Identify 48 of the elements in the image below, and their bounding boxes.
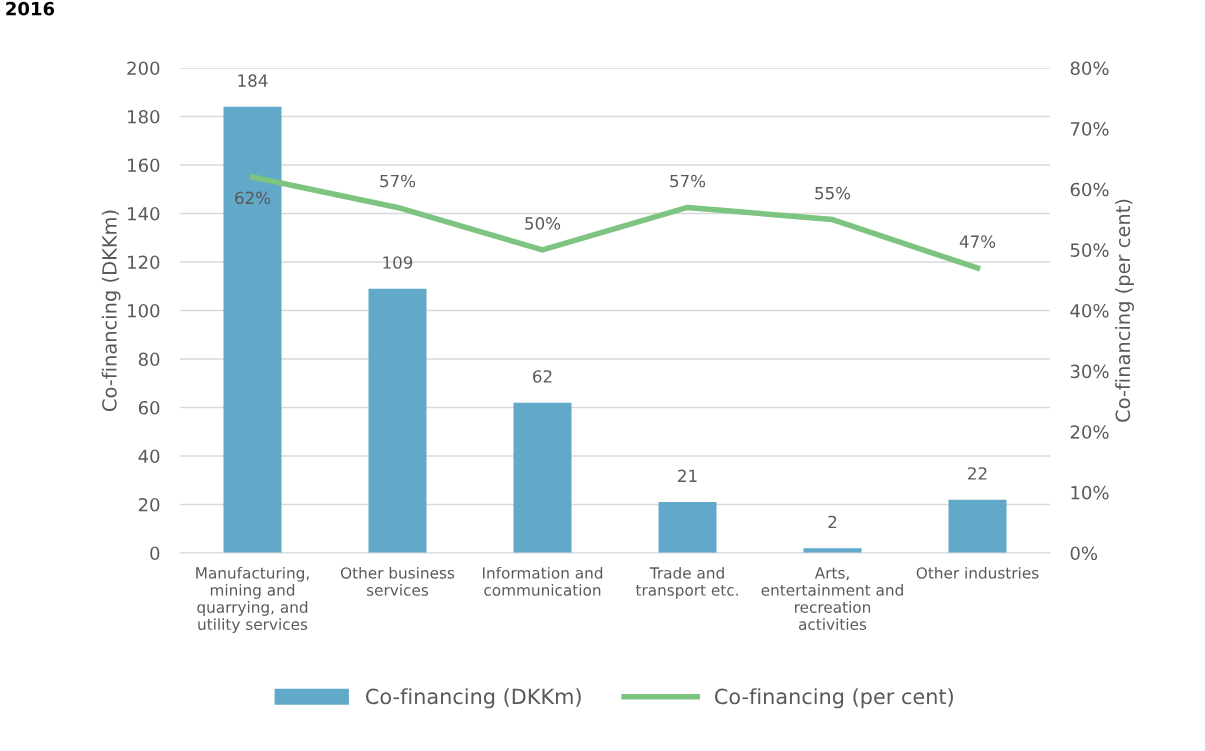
- data-label: 184: [238, 74, 268, 87]
- data-label: 2: [828, 515, 837, 529]
- y-tick-label: 200: [127, 61, 160, 76]
- y2-tick-label: 40%: [1070, 303, 1109, 318]
- data-label: 62%: [235, 191, 271, 205]
- data-label: 109: [383, 256, 413, 269]
- y-tick-label: 140: [128, 206, 160, 221]
- y2-axis-title: Co-financing (per cent): [1115, 199, 1134, 422]
- y-tick-label: 100: [128, 303, 160, 318]
- data-label: 47%: [959, 235, 996, 248]
- y-tick-label: 120: [128, 255, 160, 270]
- legend-label: Co-financing (per cent): [714, 688, 953, 709]
- bar: [658, 502, 717, 553]
- y2-tick-label: 70%: [1070, 122, 1109, 136]
- y-tick-label: 60: [138, 400, 160, 415]
- x-tick-label: Trade and transport etc.: [635, 566, 738, 599]
- y-tick-label: 20: [138, 497, 160, 512]
- y2-tick-label: 0%: [1070, 546, 1098, 561]
- y-tick-label: 160: [128, 158, 160, 173]
- y2-tick-label: 50%: [1070, 243, 1109, 257]
- data-label: 21: [678, 469, 697, 482]
- x-tick-label: Other industries: [916, 566, 1039, 579]
- y-tick-label: 40: [138, 449, 160, 464]
- x-tick-label: Other business services: [340, 566, 455, 596]
- bar: [368, 288, 427, 553]
- y-tick-label: 180: [128, 109, 160, 124]
- data-label: 50%: [525, 217, 561, 230]
- bar: [948, 499, 1007, 553]
- y2-tick-label: 80%: [1070, 61, 1109, 76]
- y2-tick-label: 30%: [1070, 364, 1109, 379]
- x-tick-label: Arts, entertainment and recreation activities: [761, 567, 903, 631]
- data-label: 57%: [380, 174, 416, 188]
- data-label: 62: [533, 370, 552, 383]
- y2-tick-label: 20%: [1070, 425, 1109, 439]
- y-tick-label: 80: [138, 352, 160, 367]
- y2-tick-label: 60%: [1070, 182, 1109, 197]
- x-tick-label: Manufacturing, mining and quarrying, and utility services: [196, 566, 309, 633]
- y2-tick-label: 10%: [1071, 485, 1109, 500]
- legend-label: Co-financing (DKKm): [366, 688, 581, 709]
- text: 2016: [6, 1, 55, 16]
- y-tick-label: 0: [150, 546, 160, 561]
- data-label: 55%: [815, 186, 851, 200]
- y-axis-title: Co-financing (DKKm): [101, 210, 121, 412]
- bar: [513, 402, 572, 553]
- data-label: 22: [968, 467, 987, 480]
- bar: [223, 106, 282, 553]
- data-label: 57%: [670, 174, 706, 188]
- x-tick-label: Information and communication: [482, 566, 603, 596]
